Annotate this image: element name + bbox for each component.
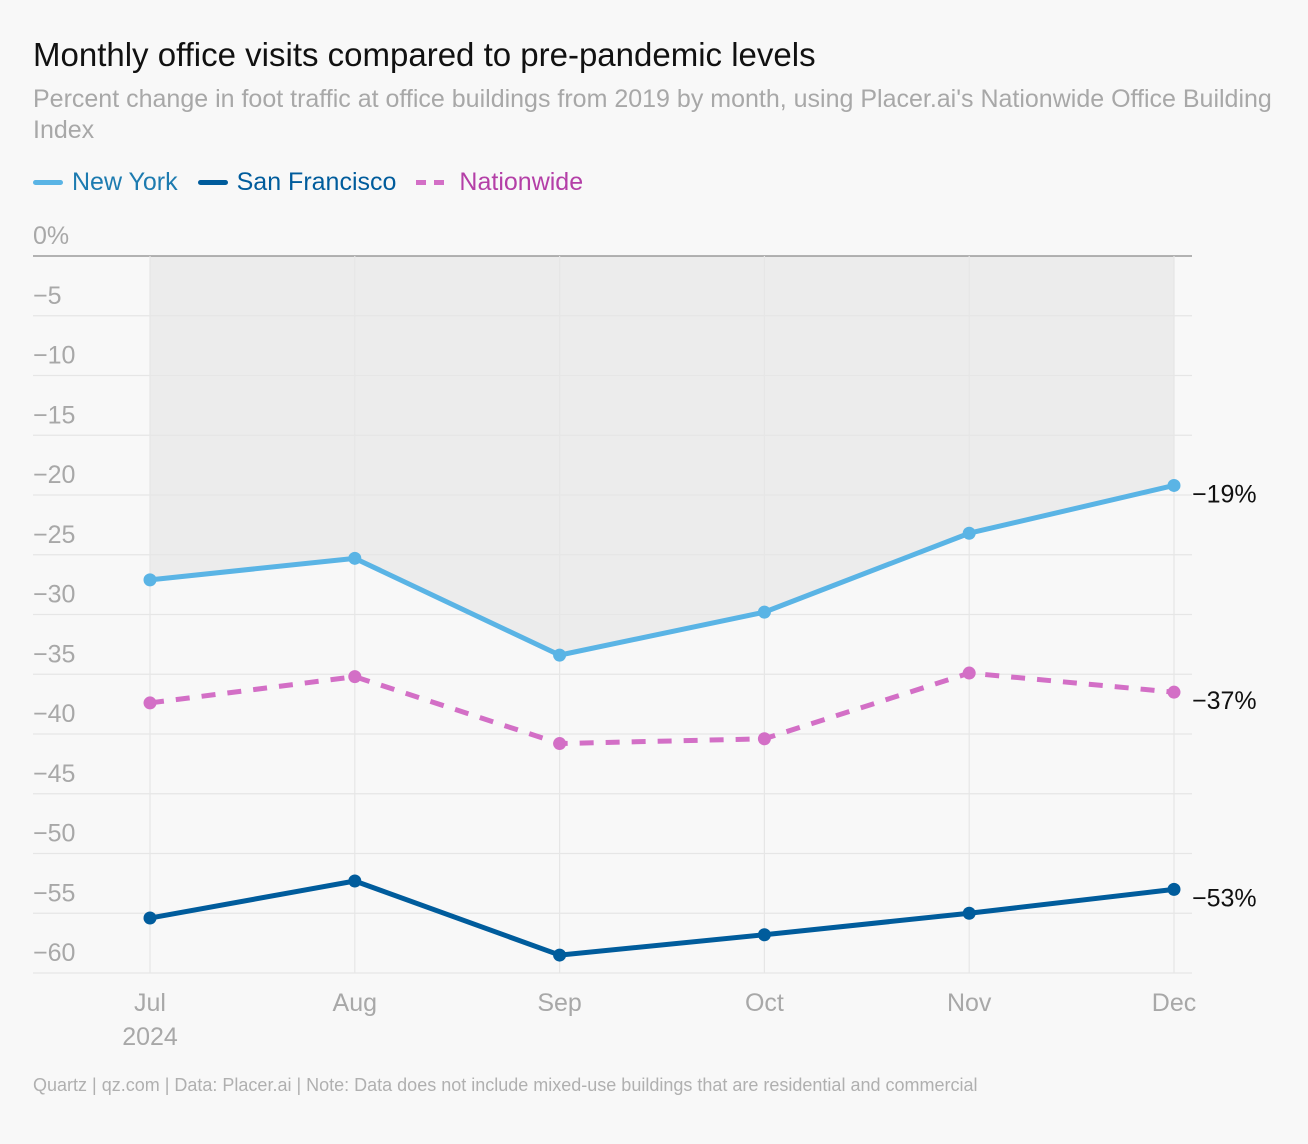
x-tick-label: Oct (745, 989, 784, 1017)
end-label-new-york: −19% (1192, 480, 1257, 508)
data-point-san-francisco (962, 906, 976, 920)
legend-item-nationwide: Nationwide (416, 168, 583, 197)
data-point-new-york (348, 551, 362, 565)
data-point-nationwide (143, 696, 157, 710)
y-tick-label: −5 (33, 282, 62, 310)
y-tick-label: −60 (33, 939, 75, 967)
y-tick-label: 0% (33, 222, 69, 250)
data-point-san-francisco (1167, 882, 1181, 896)
legend-label-new-york: New York (72, 167, 178, 196)
series-line-nationwide (149, 670, 1175, 747)
data-point-new-york (962, 526, 976, 540)
series-line-new-york (147, 482, 1177, 658)
y-tick-label: −10 (33, 342, 75, 370)
chart-title: Monthly office visits compared to pre-pa… (33, 36, 816, 73)
y-tick-label: −15 (33, 401, 75, 429)
y-tick-label: −35 (33, 640, 75, 668)
data-point-new-york (143, 573, 157, 587)
chart-footer: Quartz | qz.com | Data: Placer.ai | Note… (33, 1075, 978, 1095)
x-tick-label: Dec (1152, 989, 1196, 1017)
legend-label-nationwide: Nationwide (459, 167, 584, 196)
y-tick-label: −25 (33, 521, 75, 549)
y-tick-label: −55 (33, 879, 75, 907)
x-tick-label: Sep (537, 989, 581, 1017)
legend: New York San Francisco Nationwide (33, 164, 603, 200)
legend-swatch-new-york (33, 179, 63, 185)
series-line-san-francisco (147, 878, 1177, 958)
data-point-new-york (1167, 478, 1181, 492)
data-point-san-francisco (348, 874, 362, 888)
data-point-san-francisco (757, 928, 771, 942)
chart-subtitle: Percent change in foot traffic at office… (33, 85, 1272, 144)
data-point-nationwide (962, 666, 976, 680)
end-label-nationwide: −37% (1192, 687, 1257, 715)
legend-label-san-francisco: San Francisco (236, 167, 397, 196)
y-tick-label: −30 (33, 581, 75, 609)
x-tick-label: Nov (947, 989, 992, 1017)
legend-item-new-york: New York (33, 168, 178, 197)
y-tick-label: −50 (33, 820, 75, 848)
y-tick-label: −20 (33, 461, 75, 489)
data-point-nationwide (348, 670, 362, 684)
x-tick-label: Jul (134, 989, 166, 1017)
data-point-new-york (553, 648, 567, 662)
data-point-nationwide (757, 732, 771, 746)
y-tick-label: −45 (33, 760, 75, 788)
x-tick-label: Aug (333, 989, 377, 1017)
y-tick-label: −40 (33, 700, 75, 728)
end-label-san-francisco: −53% (1192, 884, 1257, 912)
data-point-san-francisco (143, 911, 157, 925)
data-point-nationwide (1167, 685, 1181, 699)
legend-item-san-francisco: San Francisco (197, 167, 397, 197)
legend-swatch-nationwide (416, 179, 451, 185)
data-point-new-york (757, 605, 771, 619)
x-tick-sublabel: 2024 (122, 1023, 178, 1051)
line-chart: 0% −5 −10 −15 −20 −25 −30 −35 −40 −45 −50 −55 −60 Jul… (33, 222, 1257, 1051)
data-point-san-francisco (553, 948, 567, 962)
data-point-nationwide (553, 737, 567, 751)
legend-swatch-san-francisco (197, 179, 228, 185)
